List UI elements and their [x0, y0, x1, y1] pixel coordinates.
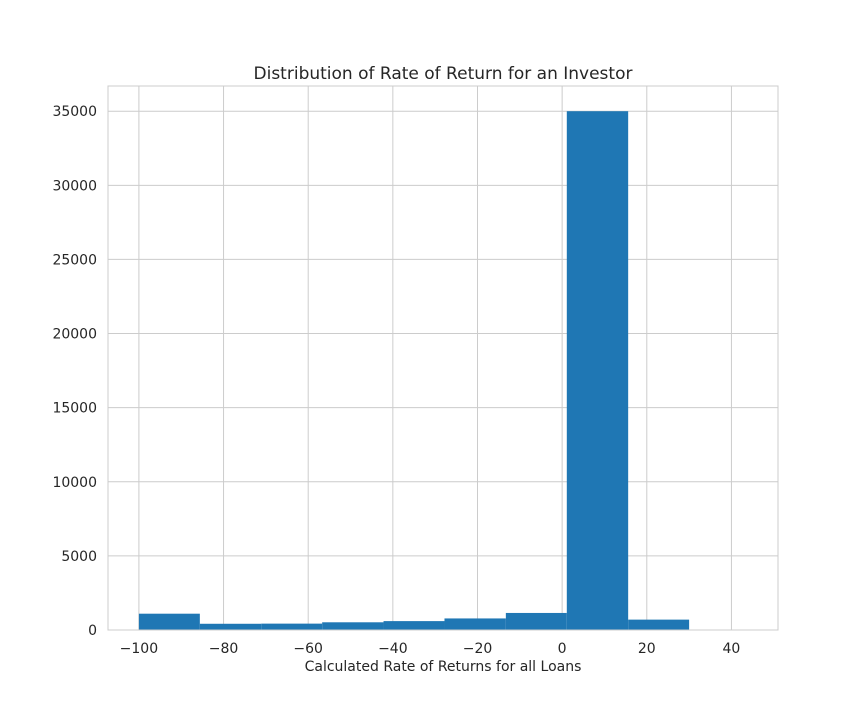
histogram-bar — [566, 111, 629, 630]
y-tick-label: 5000 — [61, 549, 97, 565]
y-tick-label: 20000 — [52, 327, 97, 343]
grid-lines — [108, 86, 778, 631]
y-tick-label: 10000 — [52, 475, 97, 491]
histogram-bar — [505, 612, 567, 630]
y-tick-label: 0 — [88, 623, 97, 639]
bars — [138, 111, 751, 630]
y-tick-labels: 0 5000 10000 15000 20000 25000 30000 35000 — [52, 104, 97, 639]
chart-title: Distribution of Rate of Return for an In… — [254, 64, 633, 84]
x-tick-label: −40 — [378, 641, 408, 657]
y-tick-label: 35000 — [52, 104, 97, 120]
y-tick-label: 25000 — [52, 252, 97, 268]
histogram-bar — [138, 613, 200, 630]
histogram-bar — [322, 622, 384, 630]
histogram-bar — [628, 619, 690, 630]
x-axis-label: Calculated Rate of Returns for all Loans — [305, 659, 582, 675]
x-tick-label: −80 — [209, 641, 239, 657]
x-tick-label: −100 — [120, 641, 158, 657]
x-tick-label: −20 — [463, 641, 493, 657]
histogram-bar — [444, 618, 506, 630]
x-tick-label: −60 — [293, 641, 323, 657]
x-tick-label: 20 — [638, 641, 656, 657]
x-tick-label: 40 — [723, 641, 741, 657]
plot-frame — [107, 85, 779, 631]
y-tick-label: 30000 — [52, 178, 97, 194]
plot-area — [108, 86, 778, 630]
x-tick-label: 0 — [558, 641, 567, 657]
histogram-bar — [199, 623, 262, 630]
y-tick-label: 15000 — [52, 401, 97, 417]
histogram-bar — [261, 623, 323, 630]
x-tick-labels: −100 −80 −60 −40 −20 0 20 40 — [120, 641, 741, 657]
histogram-bar — [383, 621, 445, 630]
